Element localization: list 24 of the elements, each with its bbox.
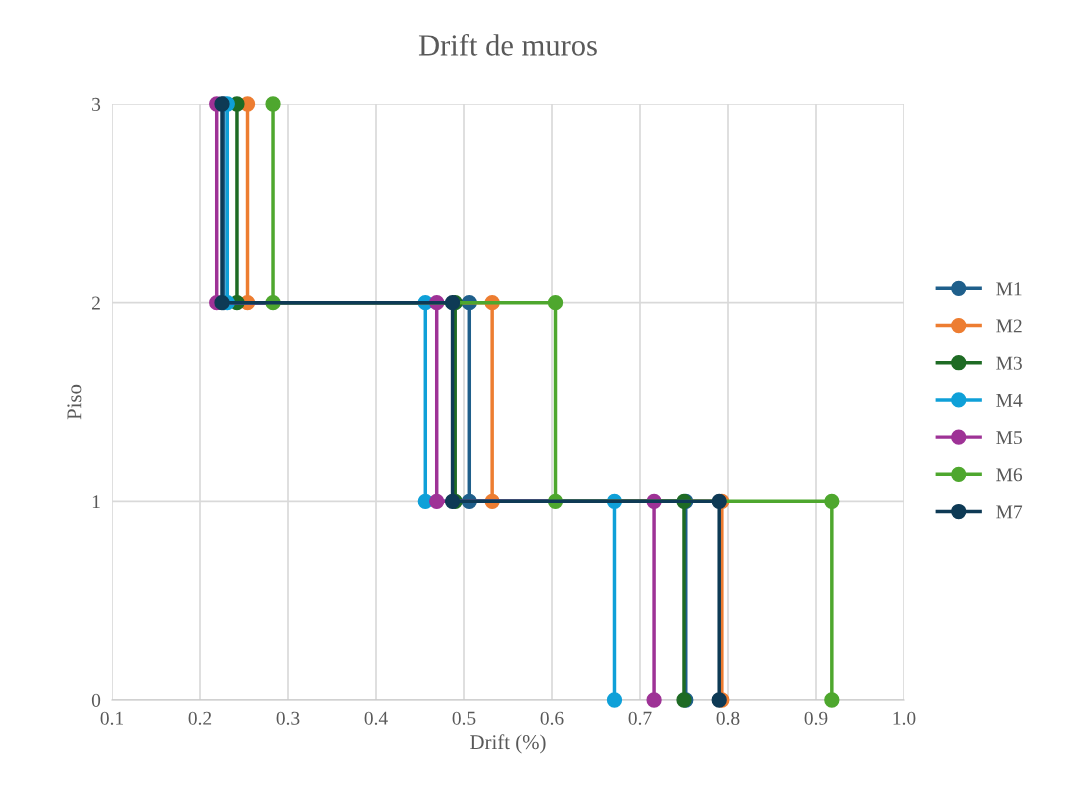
x-tick-label: 0.1	[100, 711, 123, 725]
y-tick-label: 0	[91, 693, 101, 707]
x-tick-label: 0.5	[452, 711, 476, 725]
legend-label: M5	[996, 431, 1022, 445]
x-tick-label: 1.0	[893, 711, 916, 725]
y-axis-title: Piso	[67, 384, 82, 420]
y-tick-label: 2	[92, 296, 100, 310]
legend-label: M4	[996, 393, 1023, 407]
x-tick-label: 0.6	[540, 711, 564, 725]
legend-label: M7	[996, 505, 1023, 519]
x-tick-label: 0.4	[364, 711, 388, 725]
x-tick-label: 0.3	[276, 711, 300, 725]
legend-label: M6	[996, 468, 1023, 482]
chart-title: Drift de muros	[418, 33, 597, 56]
x-tick-label: 0.2	[188, 711, 212, 725]
x-axis-title: Drift (%)	[470, 734, 546, 754]
x-tick-label: 0.7	[628, 711, 652, 725]
y-tick-label: 3	[92, 97, 101, 111]
legend-label: M3	[996, 356, 1022, 370]
y-tick-label: 1	[92, 495, 100, 509]
x-tick-label: 0.8	[716, 711, 740, 725]
legend-label: M2	[996, 319, 1022, 333]
x-tick-label: 0.9	[804, 711, 828, 725]
legend-label: M1	[996, 282, 1022, 296]
